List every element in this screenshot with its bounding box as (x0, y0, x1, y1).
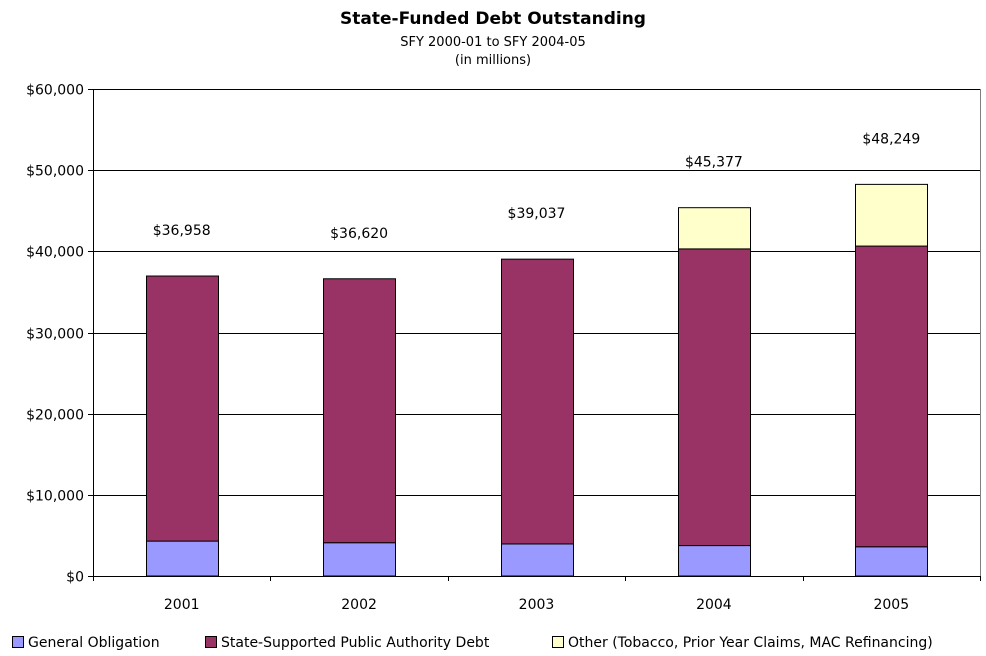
y-tick-label: $40,000 (26, 245, 84, 261)
legend-item: Other (Tobacco, Prior Year Claims, MAC R… (552, 635, 933, 651)
total-data-label: $45,377 (685, 155, 743, 171)
x-tick-label: 2005 (873, 597, 909, 613)
bar-segment-other-tobacco-prior-year-claims-mac-refinancing-2004 (678, 207, 751, 250)
bar-segment-other-tobacco-prior-year-claims-mac-refinancing-2005 (855, 183, 928, 247)
legend-item: State-Supported Public Authority Debt (205, 635, 490, 651)
bar-segment-state-supported-public-authority-debt-2002 (323, 278, 396, 544)
x-tick-label: 2003 (519, 597, 555, 613)
bar-segment-general-obligation-2004 (678, 545, 751, 577)
legend-swatch (205, 636, 217, 648)
legend: General Obligation State-Supported Public… (12, 635, 933, 651)
bar-segment-general-obligation-2002 (323, 542, 396, 577)
x-tick-label: 2002 (341, 597, 377, 613)
bar-segment-state-supported-public-authority-debt-2001 (146, 275, 219, 542)
total-data-label: $39,037 (508, 206, 566, 222)
legend-item: General Obligation (12, 635, 160, 651)
x-tick-label: 2001 (164, 597, 200, 613)
plot-area: $0 $10,000 $20,000 $30,000 $40,000 $50,000 $60… (26, 83, 981, 613)
total-data-label: $48,249 (862, 131, 920, 147)
legend-swatch (552, 636, 564, 648)
legend-swatch (12, 636, 24, 648)
bar-segment-general-obligation-2001 (146, 540, 219, 577)
y-tick-label: $30,000 (26, 327, 84, 343)
legend-label: General Obligation (28, 635, 160, 651)
legend-label: State-Supported Public Authority Debt (221, 635, 490, 651)
y-tick-label: $60,000 (26, 83, 84, 99)
total-data-label: $36,958 (153, 223, 211, 239)
bar-segment-general-obligation-2005 (855, 546, 928, 577)
bar-segment-state-supported-public-authority-debt-2004 (678, 248, 751, 547)
bar-segment-state-supported-public-authority-debt-2003 (501, 258, 574, 545)
y-tick-label: $50,000 (26, 164, 84, 180)
bar-segment-general-obligation-2003 (501, 543, 574, 577)
total-data-label: $36,620 (330, 226, 388, 242)
bar-segment-state-supported-public-authority-debt-2005 (855, 245, 928, 548)
y-tick-label: $20,000 (26, 408, 84, 424)
legend-label: Other (Tobacco, Prior Year Claims, MAC R… (568, 635, 933, 651)
title-group: State-Funded Debt Outstanding SFY 2000-0… (340, 9, 646, 68)
y-tick-label: $10,000 (26, 489, 84, 505)
chart-subtitle-line-1: SFY 2000-01 to SFY 2004-05 (400, 35, 586, 50)
y-tick-label: $0 (66, 570, 84, 586)
x-tick-label: 2004 (696, 597, 732, 613)
chart-title: State-Funded Debt Outstanding (340, 9, 646, 29)
chart-subtitle-line-2: (in millions) (455, 53, 531, 68)
